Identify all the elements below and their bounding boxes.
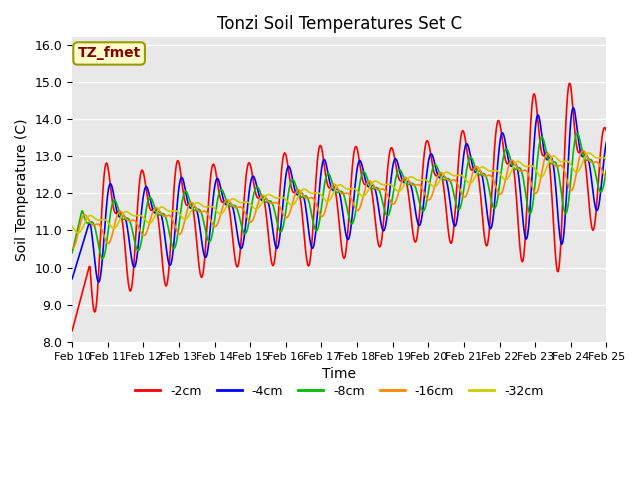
-32cm — [602, 156, 610, 162]
Line: -16cm: -16cm — [72, 151, 606, 248]
-2cm — [78, 291, 86, 297]
-32cm — [216, 211, 224, 216]
Line: -32cm: -32cm — [72, 153, 606, 233]
-8cm — [188, 204, 196, 210]
-4cm — [569, 105, 577, 111]
-4cm — [134, 249, 141, 255]
-4cm — [420, 193, 428, 199]
-32cm — [420, 177, 428, 182]
-4cm — [78, 244, 86, 250]
-32cm — [134, 213, 141, 218]
-2cm — [420, 157, 428, 163]
-4cm — [405, 179, 413, 184]
Y-axis label: Soil Temperature (C): Soil Temperature (C) — [15, 119, 29, 261]
-32cm — [188, 206, 196, 212]
-8cm — [602, 167, 610, 173]
-2cm — [187, 201, 195, 206]
-16cm — [188, 200, 196, 205]
-2cm — [565, 81, 573, 86]
-4cm — [602, 139, 610, 145]
-16cm — [68, 245, 76, 251]
-32cm — [68, 224, 76, 229]
-16cm — [216, 214, 224, 219]
-32cm — [74, 230, 82, 236]
Line: -2cm: -2cm — [72, 84, 606, 331]
-8cm — [573, 131, 581, 136]
-32cm — [585, 150, 593, 156]
Legend: -2cm, -4cm, -8cm, -16cm, -32cm: -2cm, -4cm, -8cm, -16cm, -32cm — [130, 380, 548, 403]
X-axis label: Time: Time — [323, 367, 356, 381]
-4cm — [95, 279, 103, 285]
-4cm — [68, 276, 76, 282]
-8cm — [216, 188, 224, 193]
-16cm — [69, 245, 77, 251]
Text: TZ_fmet: TZ_fmet — [77, 47, 141, 60]
Title: Tonzi Soil Temperatures Set C: Tonzi Soil Temperatures Set C — [217, 15, 462, 33]
-16cm — [405, 178, 413, 184]
-2cm — [404, 188, 412, 193]
-8cm — [68, 250, 76, 256]
-8cm — [420, 207, 428, 213]
-16cm — [79, 214, 86, 220]
-16cm — [134, 222, 141, 228]
-8cm — [405, 181, 413, 187]
-4cm — [216, 182, 224, 188]
-2cm — [602, 128, 610, 134]
-8cm — [134, 247, 141, 253]
-16cm — [579, 148, 587, 154]
-16cm — [420, 191, 428, 196]
-8cm — [99, 256, 106, 262]
-2cm — [68, 328, 76, 334]
-16cm — [602, 175, 610, 180]
-32cm — [405, 175, 413, 181]
Line: -8cm: -8cm — [72, 133, 606, 259]
-8cm — [78, 208, 86, 214]
Line: -4cm: -4cm — [72, 108, 606, 282]
-2cm — [133, 216, 141, 222]
-32cm — [79, 225, 86, 231]
-2cm — [216, 191, 223, 196]
-4cm — [188, 205, 196, 211]
